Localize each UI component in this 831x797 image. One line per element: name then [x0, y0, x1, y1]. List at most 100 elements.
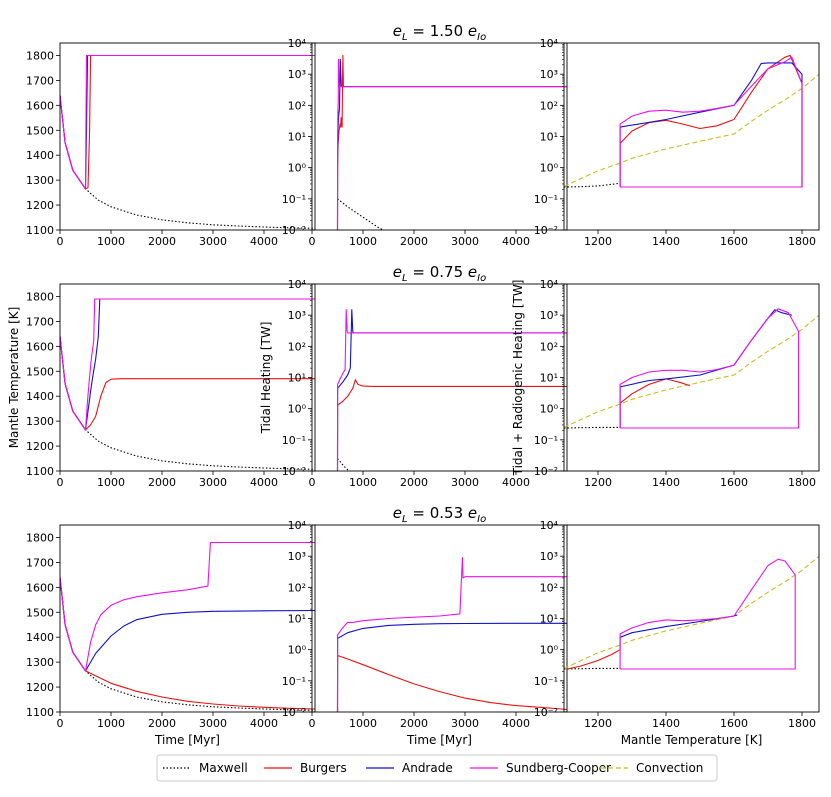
series-burgers — [336, 654, 567, 712]
series-sundberg-cooper — [336, 309, 567, 471]
y-tick-label: 10⁰ — [288, 162, 307, 175]
y-tick-label: 10⁴ — [540, 37, 559, 50]
x-tick-label: 1000 — [349, 235, 377, 248]
panel-title: eL = 0.53 eIo — [393, 504, 486, 525]
x-tick-label: 1800 — [788, 235, 816, 248]
plot-area — [60, 54, 315, 229]
series-convection — [564, 314, 819, 428]
panel-0-2: 1200 1400 1600 1800 10⁻² 10⁻¹ 10⁰ 10¹ 10² 10³ 10⁴ — [534, 37, 820, 248]
y-tick-label: 1700 — [26, 74, 54, 87]
x-tick-label: 1800 — [788, 717, 816, 730]
plot-area — [336, 54, 567, 230]
y-tick-label: 1500 — [26, 365, 54, 378]
y-axis-label: Tidal Heating [TW] — [259, 322, 273, 435]
y-tick-label: 10¹ — [540, 613, 558, 626]
panel-1-1: 0 1000 2000 3000 4000 10⁻² 10⁻¹ 10⁰ 10¹ 10² 10³ 10⁴… — [259, 263, 568, 489]
y-tick-label: 1700 — [26, 556, 54, 569]
plot-area — [336, 309, 567, 471]
y-tick-label: 10⁻² — [534, 224, 558, 237]
y-tick-label: 10⁰ — [540, 403, 559, 416]
y-tick-label: 1600 — [26, 99, 54, 112]
series-andrade — [336, 58, 567, 230]
x-tick-label: 1000 — [97, 476, 125, 489]
x-tick-label: 1800 — [788, 476, 816, 489]
plot-area — [336, 557, 567, 712]
y-tick-label: 1200 — [26, 199, 54, 212]
x-tick-label: 1400 — [652, 476, 680, 489]
series-convection — [564, 555, 819, 669]
plot-area — [564, 555, 819, 670]
series-maxwell — [60, 577, 315, 711]
y-tick-label: 10² — [540, 99, 558, 112]
y-tick-label: 10⁻¹ — [534, 193, 558, 206]
series-burgers — [60, 577, 315, 710]
x-tick-label: 0 — [309, 235, 316, 248]
axes-frame — [311, 42, 568, 231]
y-tick-label: 1400 — [26, 149, 54, 162]
series-andrade — [60, 577, 315, 672]
x-tick-label: 2000 — [400, 717, 428, 730]
x-tick-label: 4000 — [502, 717, 530, 730]
y-tick-label: 1600 — [26, 581, 54, 594]
series-sundberg-cooper — [60, 54, 315, 190]
series-sundberg-cooper — [60, 298, 315, 431]
y-tick-label: 10³ — [540, 550, 558, 563]
y-tick-label: 1300 — [26, 174, 54, 187]
series-sundberg-cooper — [619, 558, 796, 670]
x-tick-label: 1400 — [652, 235, 680, 248]
series-burgers — [336, 54, 567, 230]
x-tick-label: 2000 — [400, 476, 428, 489]
series-andrade — [60, 298, 315, 431]
series-maxwell — [60, 336, 315, 470]
y-tick-label: 1700 — [26, 315, 54, 328]
panel-1-2: 1200 1400 1600 1800 10⁻² 10⁻¹ 10⁰ 10¹ 10² 10³ 10⁴ T… — [511, 278, 820, 489]
y-tick-label: 10³ — [540, 68, 558, 81]
y-tick-label: 10⁻² — [282, 465, 306, 478]
legend-label: Maxwell — [199, 761, 248, 775]
y-tick-label: 1800 — [26, 49, 54, 62]
axes-frame — [59, 283, 316, 472]
panel-title: eL = 0.75 eIo — [393, 263, 486, 284]
series-burgers — [336, 379, 567, 471]
y-tick-label: 1500 — [26, 606, 54, 619]
y-tick-label: 10¹ — [540, 131, 558, 144]
axes-frame — [59, 42, 316, 231]
y-tick-label: 1400 — [26, 390, 54, 403]
series-maxwell — [337, 458, 351, 471]
panel-0-1: 0 1000 2000 3000 4000 10⁻² 10⁻¹ 10⁰ 10¹ 10² 10³ 10⁴… — [282, 22, 568, 248]
y-tick-label: 10⁰ — [288, 644, 307, 657]
panel-2-0: 0 1000 2000 3000 4000 1100 1200 1300 1400 1500 160… — [26, 524, 316, 747]
y-tick-label: 10³ — [288, 309, 306, 322]
y-tick-label: 10¹ — [288, 372, 306, 385]
series-sundberg-cooper — [336, 58, 567, 230]
y-tick-label: 1500 — [26, 124, 54, 137]
legend-label: Convection — [636, 761, 703, 775]
series-andrade — [336, 622, 567, 712]
legend: Maxwell Burgers Andrade Sundberg-Cooper Conv… — [156, 754, 718, 782]
y-tick-label: 10⁴ — [540, 519, 559, 532]
axes-frame — [311, 283, 568, 472]
y-tick-label: 10⁻² — [534, 465, 558, 478]
series-andrade — [60, 54, 315, 190]
series-maxwell — [60, 95, 315, 229]
x-tick-label: 1600 — [720, 717, 748, 730]
y-tick-label: 1100 — [26, 465, 54, 478]
y-tick-label: 1200 — [26, 681, 54, 694]
x-tick-label: 1000 — [97, 717, 125, 730]
axes-frame — [563, 42, 820, 231]
y-tick-label: 10¹ — [288, 613, 306, 626]
x-tick-label: 1200 — [584, 476, 612, 489]
y-tick-label: 10⁰ — [540, 162, 559, 175]
x-tick-label: 4000 — [502, 476, 530, 489]
y-tick-label: 1800 — [26, 531, 54, 544]
y-axis-label: Mantle Temperature [K] — [7, 307, 21, 449]
y-tick-label: 10⁰ — [540, 644, 559, 657]
y-tick-label: 10² — [540, 581, 558, 594]
x-tick-label: 1600 — [720, 476, 748, 489]
series-sundberg-cooper — [619, 308, 800, 429]
axes-frame — [311, 524, 568, 713]
series-andrade — [336, 309, 567, 471]
y-tick-label: 1600 — [26, 340, 54, 353]
